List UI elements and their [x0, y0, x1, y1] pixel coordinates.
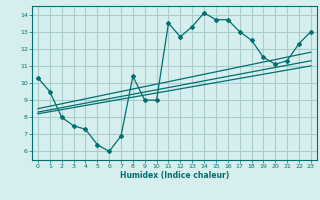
- X-axis label: Humidex (Indice chaleur): Humidex (Indice chaleur): [120, 171, 229, 180]
